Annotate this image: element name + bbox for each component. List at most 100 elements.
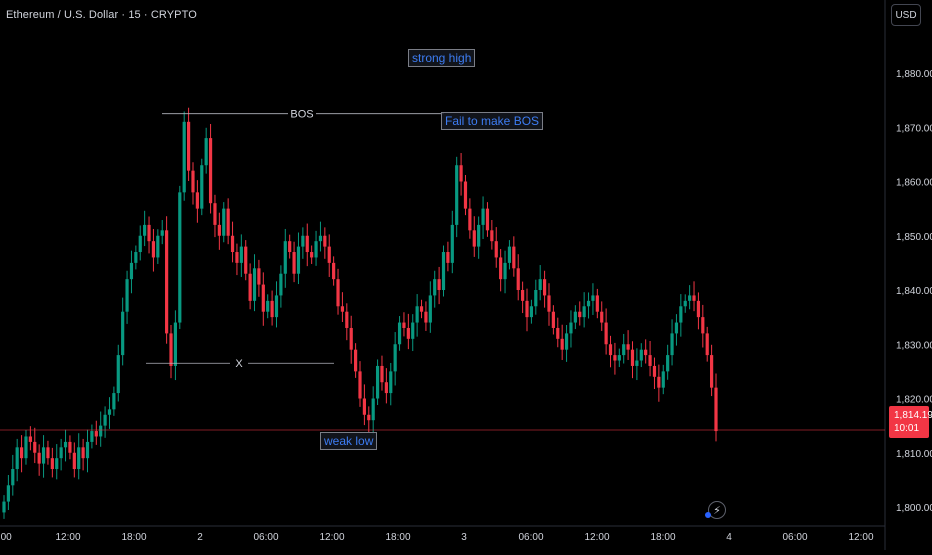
- candle-body: [692, 295, 696, 301]
- candle-body: [46, 447, 50, 459]
- candle-body: [340, 306, 345, 312]
- time-axis-tick-label: 3: [461, 532, 467, 543]
- candle-body: [538, 279, 542, 290]
- candle-body: [512, 246, 516, 269]
- price-axis-tick-label: 1,860.00: [896, 178, 932, 189]
- candle-body: [134, 252, 138, 263]
- candle-body: [604, 322, 608, 345]
- last-price-tag: 1,814.19 10:01: [889, 406, 932, 438]
- candle-body: [688, 295, 692, 301]
- candle-body: [301, 235, 305, 247]
- candle-body: [494, 241, 498, 258]
- candle-body: [455, 165, 459, 225]
- price-axis-tick-label: 1,880.00: [896, 69, 932, 80]
- candle-body: [33, 441, 37, 453]
- currency-button[interactable]: USD: [891, 4, 921, 26]
- candle-body: [6, 485, 10, 502]
- time-axis-tick-label: 12:00: [848, 532, 873, 543]
- candle-body: [107, 409, 112, 415]
- candle-body: [274, 295, 279, 318]
- candle-body: [586, 300, 591, 307]
- price-axis-tick-label: 1,840.00: [896, 286, 932, 297]
- candle-body: [446, 252, 450, 263]
- candle-body: [288, 241, 292, 253]
- candle-body: [459, 165, 463, 182]
- weak-low-label[interactable]: weak low: [320, 432, 378, 450]
- strong-high-label[interactable]: strong high: [408, 49, 476, 67]
- candle-body: [99, 425, 103, 437]
- candle-body: [657, 376, 661, 388]
- candle-body: [424, 311, 428, 323]
- candle-body: [626, 344, 630, 350]
- lightning-icon[interactable]: ⚡: [708, 501, 726, 519]
- candle-body: [94, 431, 98, 437]
- candle-body: [591, 295, 595, 301]
- price-axis-tick-label: 1,870.00: [896, 123, 932, 134]
- candle-body: [349, 327, 353, 350]
- candle-body: [397, 322, 402, 345]
- candle-body: [305, 235, 309, 253]
- candle-body: [336, 279, 340, 307]
- candle-body: [217, 224, 221, 236]
- candle-body: [125, 279, 129, 312]
- candle-body: [635, 360, 639, 366]
- candle-body: [314, 241, 318, 258]
- time-axis-tick-label: 18:00: [650, 532, 675, 543]
- candle-body: [595, 295, 599, 312]
- time-axis-tick-label: 12:00: [55, 532, 80, 543]
- price-axis-tick-label: 1,800.00: [896, 503, 932, 514]
- candle-body: [178, 192, 182, 323]
- candle-body: [173, 322, 178, 366]
- candle-body: [468, 208, 472, 231]
- candle-body: [600, 311, 604, 323]
- candle-body: [622, 344, 626, 356]
- time-axis-tick-label: 12:00: [584, 532, 609, 543]
- candle-body: [490, 230, 494, 242]
- candle-body: [345, 311, 349, 328]
- candle-body: [644, 349, 648, 356]
- candle-body: [525, 300, 529, 318]
- candle-body: [472, 230, 476, 247]
- candle-body: [696, 300, 701, 318]
- candle-body: [279, 273, 283, 296]
- candle-body: [138, 235, 142, 253]
- candle-body: [169, 333, 173, 366]
- candle-body: [415, 306, 419, 323]
- candle-body: [406, 327, 410, 339]
- candle-body: [477, 224, 481, 247]
- candle-body: [85, 441, 90, 459]
- candle-body: [529, 306, 534, 318]
- candle-body: [701, 317, 705, 334]
- candle-body: [380, 365, 384, 383]
- countdown-timer: 10:01: [894, 423, 920, 434]
- candle-body: [433, 279, 437, 296]
- bos-label: BOS: [290, 109, 313, 121]
- candle-body: [450, 224, 454, 263]
- candle-body: [617, 355, 621, 361]
- candle-body: [371, 398, 375, 421]
- time-axis-tick-label: 4: [726, 532, 732, 543]
- candle-body: [683, 300, 687, 307]
- candle-body: [608, 344, 613, 356]
- candle-body: [503, 262, 507, 280]
- price-axis-tick-label: 1,820.00: [896, 395, 932, 406]
- time-axis-tick-label: 18:00: [121, 532, 146, 543]
- candle-body: [367, 414, 371, 421]
- candle-body: [402, 322, 406, 328]
- candle-body: [573, 311, 577, 323]
- candle-body: [327, 246, 331, 263]
- candle-body: [358, 371, 362, 399]
- fail-bos-label[interactable]: Fail to make BOS: [441, 112, 544, 130]
- candle-body: [160, 230, 164, 236]
- symbol-title: Ethereum / U.S. Dollar · 15 · CRYPTO: [6, 9, 197, 21]
- candle-body: [375, 365, 380, 399]
- time-axis-tick-label: 06:00: [253, 532, 278, 543]
- candle-body: [516, 268, 520, 290]
- candle-body: [318, 235, 323, 242]
- candle-body: [613, 355, 617, 361]
- candle-body: [560, 338, 564, 350]
- candle-body: [556, 327, 560, 339]
- candle-body: [90, 431, 94, 442]
